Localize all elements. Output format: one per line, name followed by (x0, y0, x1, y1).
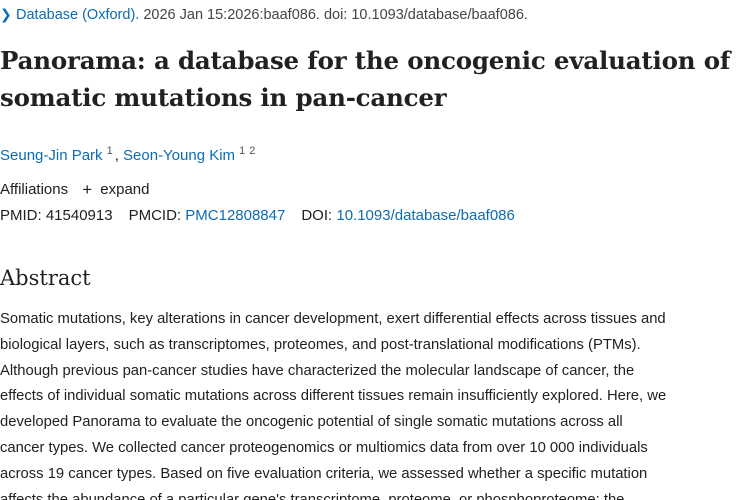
author-affiliation-ref[interactable]: 1 (106, 145, 113, 157)
identifiers-row: PMID: 41540913 PMCID: PMC12808847 DOI: 10.… (0, 205, 515, 227)
abstract-line: biological layers, such as transcriptome… (0, 336, 641, 353)
pmcid-label: PMCID: (128, 207, 182, 224)
chevron-right-icon[interactable]: ❯ (0, 6, 12, 22)
author-affiliation-ref[interactable]: 2 (249, 145, 256, 157)
article-title-line-1: Panorama: a database for the oncogenic e… (0, 46, 731, 75)
plus-icon: + (82, 180, 93, 199)
abstract-text: Somatic mutations, key alterations in ca… (0, 307, 750, 500)
author-link-1[interactable]: Seung-Jin Park (0, 147, 103, 164)
abstract-line: developed Panorama to evaluate the oncog… (0, 414, 623, 431)
article-title-line-2: somatic mutations in pan-cancer (0, 83, 447, 112)
abstract-line: affects the abundance of a particular ge… (0, 491, 625, 500)
affiliations-expand-button[interactable]: + expand (82, 178, 149, 201)
author-affiliation-ref[interactable]: 1 (239, 145, 246, 157)
affiliations-label: Affiliations (0, 181, 69, 198)
doi-label: DOI: (301, 207, 333, 224)
abstract-line: effects of individual somatic mutations … (0, 388, 667, 405)
author-link-2[interactable]: Seon-Young Kim (123, 147, 236, 164)
citation-details: 2026 Jan 15:2026:baaf086. doi: 10.1093/d… (139, 7, 528, 23)
author-list: Seung-Jin Park 1, Seon-Young Kim 1 2 (0, 145, 256, 164)
citation-line: ❯ Database (Oxford). 2026 Jan 15:2026:baa… (0, 4, 528, 24)
pmcid-link[interactable]: PMC12808847 (185, 207, 286, 224)
abstract-line: across 19 cancer types. Based on five ev… (0, 465, 648, 482)
expand-label: expand (100, 181, 150, 198)
pmid-label: PMID: (0, 207, 42, 224)
doi-link[interactable]: 10.1093/database/baaf086 (336, 207, 515, 224)
abstract-line: Although previous pan-cancer studies hav… (0, 362, 635, 379)
pmid-value: 41540913 (45, 207, 113, 224)
abstract-line: cancer types. We collected cancer proteo… (0, 439, 648, 456)
article-title: Panorama: a database for the oncogenic e… (0, 42, 750, 116)
affiliations-row: Affiliations + expand (0, 178, 149, 200)
abstract-heading: Abstract (0, 266, 91, 290)
abstract-line: Somatic mutations, key alterations in ca… (0, 311, 666, 327)
journal-link[interactable]: Database (Oxford). (16, 7, 140, 23)
